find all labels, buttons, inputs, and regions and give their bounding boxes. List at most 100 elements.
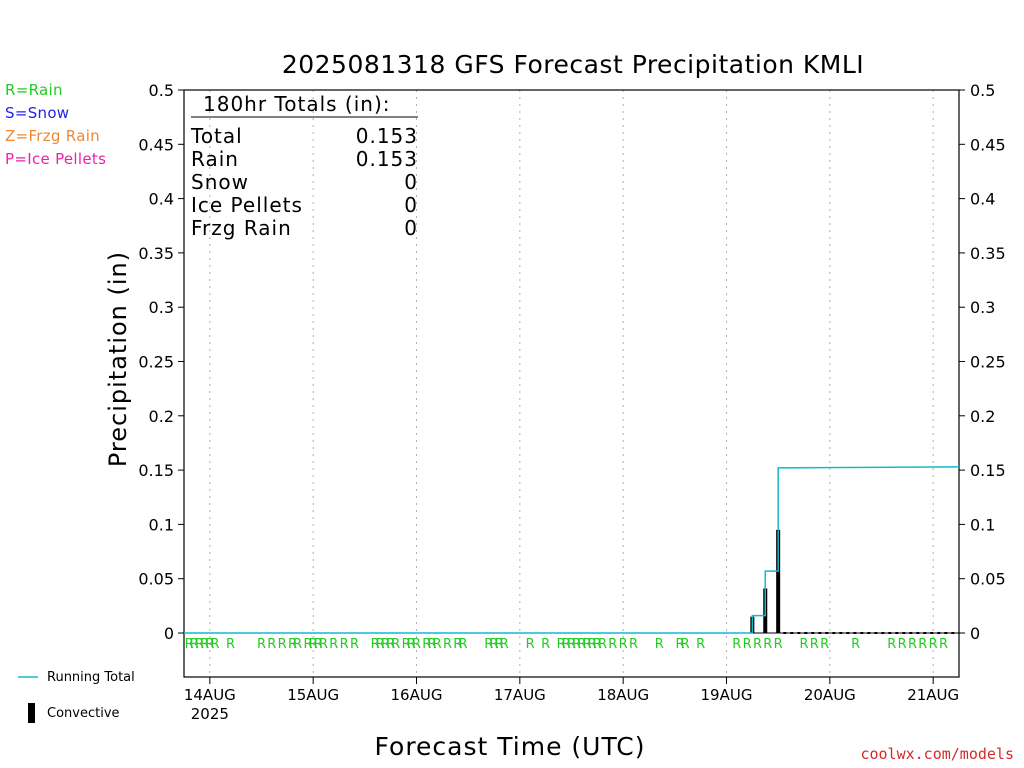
rain-marker: R [443, 637, 452, 652]
x-tick-label: 20AUG [804, 686, 856, 704]
convective-bar [776, 529, 781, 633]
rain-marker: R [918, 637, 927, 652]
rain-marker: R [799, 637, 808, 652]
y-tick-label-left: 0.4 [149, 190, 174, 209]
year-label: 2025 [191, 705, 229, 723]
rain-marker: R [210, 637, 219, 652]
running-total-legend-label: Running Total [47, 670, 135, 685]
rain-marker: R [619, 637, 628, 652]
rain-marker: R [267, 637, 276, 652]
y-tick-label-left: 0 [164, 624, 174, 643]
running-total-series [184, 466, 960, 634]
rain-marker: R [743, 637, 752, 652]
rain-marker: R [402, 637, 411, 652]
rain-marker: R [898, 637, 907, 652]
x-tick-label: 14AUG [184, 686, 236, 704]
rain-marker: R [314, 637, 323, 652]
rain-marker: R [495, 637, 504, 652]
convective-swatch [28, 703, 35, 723]
totals-header: 180hr Totals (in): [203, 92, 391, 116]
rain-marker: R [753, 637, 762, 652]
totals-row-label: Snow [191, 170, 249, 194]
rain-marker: R [350, 637, 359, 652]
totals-row-label: Ice Pellets [191, 193, 303, 217]
rain-marker: R [929, 637, 938, 652]
rain-marker: R [412, 637, 421, 652]
rain-marker: R [200, 637, 209, 652]
y-tick-label-right: 0.45 [970, 135, 1006, 154]
legend-key: P=Ice Pellets [5, 150, 107, 168]
rain-marker: R [939, 637, 948, 652]
y-tick-label-right: 0.25 [970, 353, 1006, 372]
x-tick-label: 16AUG [391, 686, 443, 704]
rain-marker: R [582, 637, 591, 652]
rain-marker: R [309, 637, 318, 652]
rain-marker: R [195, 637, 204, 652]
y-tick-label-left: 0.15 [138, 461, 174, 480]
x-tick-label: 17AUG [494, 686, 546, 704]
y-tick-label-left: 0.25 [138, 353, 174, 372]
legend-key: R=Rain [5, 81, 63, 99]
totals-row-value: 0.153 [356, 147, 418, 171]
y-tick-label-right: 0.1 [970, 515, 995, 534]
rain-marker: R [577, 637, 586, 652]
rain-marker: R [371, 637, 380, 652]
x-tick-label: 21AUG [907, 686, 959, 704]
rain-marker: R [655, 637, 664, 652]
rain-marker: R [329, 637, 338, 652]
rain-marker: R [205, 637, 214, 652]
legend-key: Z=Frzg Rain [5, 127, 100, 145]
y-tick-label-left: 0.35 [138, 244, 174, 263]
rain-marker: R [851, 637, 860, 652]
y-tick-label-right: 0.15 [970, 461, 1006, 480]
rain-marker: R [484, 637, 493, 652]
x-tick-label: 19AUG [701, 686, 753, 704]
rain-marker: R [732, 637, 741, 652]
legend-key: S=Snow [5, 104, 70, 122]
totals-row-label: Frzg Rain [191, 216, 292, 240]
rain-marker: R [427, 637, 436, 652]
y-tick-label-left: 0.45 [138, 135, 174, 154]
rain-marker: R [774, 637, 783, 652]
x-axis: 14AUG 15AUG 16AUG 17AUG 18AUG 19AUG 20AUG 21AUG… [184, 677, 959, 723]
rain-marker: R [288, 637, 297, 652]
rain-marker: R [453, 637, 462, 652]
footer-legend-swatches [18, 676, 38, 723]
rain-marker: R [562, 637, 571, 652]
rain-marker: R [226, 637, 235, 652]
rain-marker: R [908, 637, 917, 652]
totals-row-value: 0 [404, 193, 418, 217]
rain-marker: R [541, 637, 550, 652]
rain-marker: R [763, 637, 772, 652]
totals-row-value: 0.153 [356, 124, 418, 148]
y-tick-label-left: 0.1 [149, 515, 174, 534]
rain-marker: R [887, 637, 896, 652]
rain-marker: R [526, 637, 535, 652]
rain-marker: R [500, 637, 509, 652]
y-tick-label-left: 0.2 [149, 407, 174, 426]
grid-lines [209, 90, 934, 677]
y-tick-label-right: 0 [970, 624, 980, 643]
y-axis-label: Precipitation (in) [104, 250, 132, 468]
y-tick-label-right: 0.2 [970, 407, 995, 426]
rain-marker: R [340, 637, 349, 652]
running-total-line [184, 466, 960, 634]
rain-marker: R [422, 637, 431, 652]
y-tick-label-right: 0.35 [970, 244, 1006, 263]
rain-marker: R [567, 637, 576, 652]
rain-marker: R [381, 637, 390, 652]
x-tick-label: 18AUG [597, 686, 649, 704]
rain-marker: R [598, 637, 607, 652]
rain-marker: R [557, 637, 566, 652]
rain-marker: R [376, 637, 385, 652]
rain-marker: R [820, 637, 829, 652]
y-tick-label-right: 0.4 [970, 190, 995, 209]
rain-marker: R [681, 637, 690, 652]
rain-marker: R [810, 637, 819, 652]
convective-bars [750, 529, 959, 634]
rain-marker: R [278, 637, 287, 652]
credit-link[interactable]: coolwx.com/models [860, 745, 1014, 763]
rain-marker: R [629, 637, 638, 652]
